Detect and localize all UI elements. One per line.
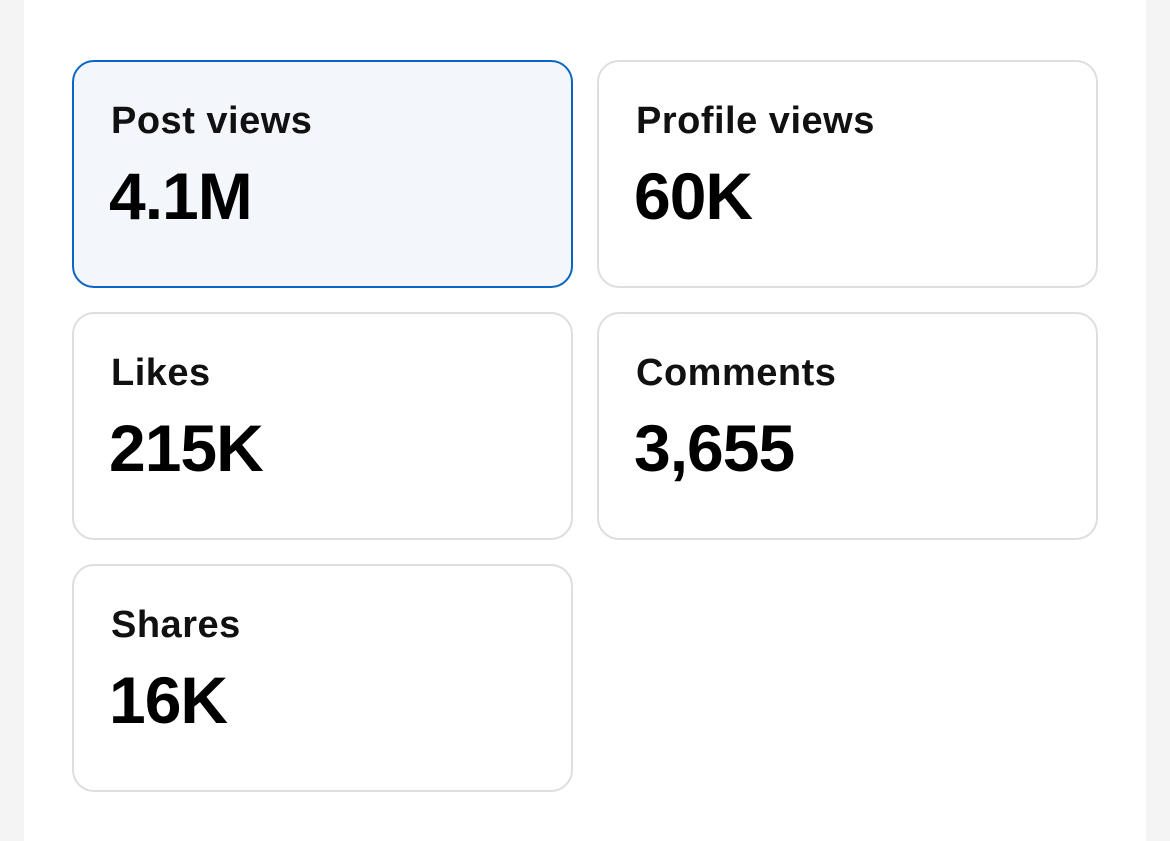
- metric-card-profile-views[interactable]: Profile views 60K: [597, 60, 1098, 288]
- section-heading-cut-off: [111, 0, 531, 6]
- metric-label: Profile views: [636, 100, 875, 142]
- metric-value: 60K: [634, 159, 753, 233]
- metric-label: Likes: [111, 352, 211, 394]
- metric-value: 16K: [109, 663, 228, 737]
- metric-card-likes[interactable]: Likes 215K: [72, 312, 573, 540]
- metric-label: Post views: [111, 100, 313, 142]
- metric-value: 3,655: [634, 411, 795, 485]
- metric-value: 4.1M: [109, 159, 253, 233]
- metric-label: Shares: [111, 604, 241, 646]
- metric-card-comments[interactable]: Comments 3,655: [597, 312, 1098, 540]
- analytics-panel: Post views 4.1M Profile views 60K Likes …: [24, 0, 1146, 841]
- metric-label: Comments: [636, 352, 837, 394]
- metric-card-post-views[interactable]: Post views 4.1M: [72, 60, 573, 288]
- metric-card-shares[interactable]: Shares 16K: [72, 564, 573, 792]
- metric-value: 215K: [109, 411, 264, 485]
